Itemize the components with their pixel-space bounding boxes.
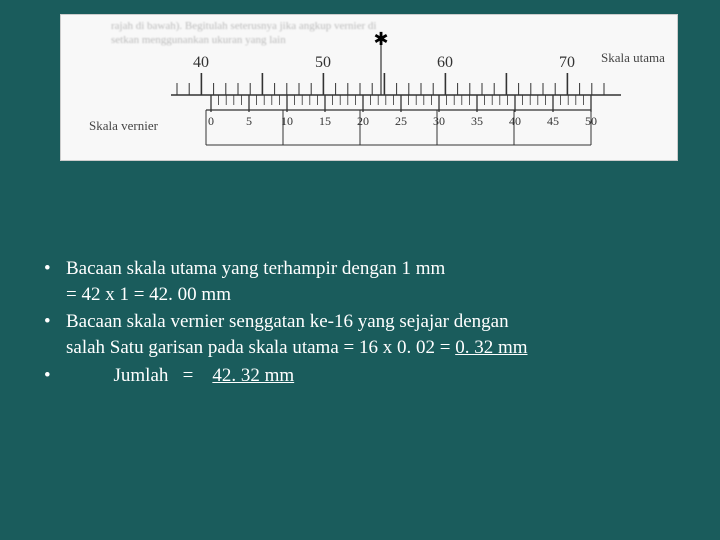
- bullet-2-line-b-pre: salah Satu garisan pada skala utama = 16…: [66, 337, 455, 358]
- main-scale-label: Skala utama: [601, 50, 665, 65]
- explanation-bullets: Bacaan skala utama yang terhampir dengan…: [44, 256, 684, 390]
- bullet-1-line-b: = 42 x 1 = 42. 00 mm: [66, 282, 684, 308]
- svg-text:5: 5: [246, 114, 252, 128]
- bullet-2: Bacaan skala vernier senggatan ke-16 yan…: [44, 309, 684, 360]
- svg-text:0: 0: [208, 114, 214, 128]
- svg-text:40: 40: [193, 54, 209, 71]
- bullet-1: Bacaan skala utama yang terhampir dengan…: [44, 256, 684, 307]
- svg-text:20: 20: [357, 114, 369, 128]
- svg-text:70: 70: [559, 54, 575, 71]
- main-scale-minor-ticks: [177, 73, 604, 95]
- svg-text:60: 60: [437, 54, 453, 71]
- main-scale-labels: 40 50 60 70: [193, 54, 575, 71]
- bullet-3-pre: Jumlah =: [66, 365, 212, 386]
- bullet-2-line-a: Bacaan skala vernier senggatan ke-16 yan…: [66, 311, 509, 332]
- bullet-2-underlined: 0. 32 mm: [455, 337, 527, 358]
- bullet-3: Jumlah = 42. 32 mm: [44, 363, 684, 389]
- vernier-labels: 05101520253035404550: [208, 114, 597, 128]
- svg-text:15: 15: [319, 114, 331, 128]
- bullet-1-line-a: Bacaan skala utama yang terhampir dengan…: [66, 258, 445, 279]
- bg-text-2: setkan menggunankan ukuran yang lain: [111, 34, 286, 46]
- bullet-3-underlined: 42. 32 mm: [212, 365, 294, 386]
- svg-text:45: 45: [547, 114, 559, 128]
- svg-text:50: 50: [315, 54, 331, 71]
- svg-text:35: 35: [471, 114, 483, 128]
- bg-text-1: rajah di bawah). Begitulah seterusnya ji…: [111, 20, 376, 32]
- vernier-figure: rajah di bawah). Begitulah seterusnya ji…: [60, 14, 678, 161]
- svg-text:30: 30: [433, 114, 445, 128]
- svg-text:40: 40: [509, 114, 521, 128]
- vernier-scale-label: Skala vernier: [89, 118, 159, 133]
- svg-text:25: 25: [395, 114, 407, 128]
